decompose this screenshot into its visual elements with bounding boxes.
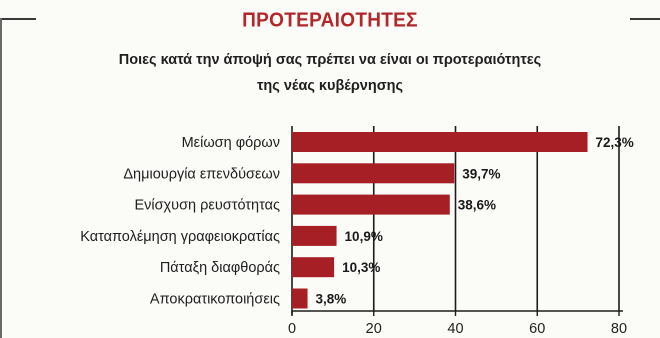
x-tick-label: 20	[366, 321, 382, 337]
frame-border-left	[0, 18, 2, 338]
chart-subtitle-line-2: της νέας κυβέρνησης	[256, 78, 404, 94]
data-label: 10,9%	[345, 229, 383, 244]
category-label: Καταπολέμηση γραφειοκρατίας	[80, 229, 280, 245]
chart-title: ΠΡΟΤΕΡΑΙΟΤΗΤΕΣ	[242, 9, 418, 32]
category-label: Αποκρατικοποιήσεις	[150, 292, 280, 308]
bar	[292, 194, 450, 215]
category-label: Δημιουργία επενδύσεων	[123, 166, 280, 182]
bar	[292, 163, 455, 184]
data-label: 72,3%	[596, 135, 634, 150]
data-label: 10,3%	[342, 260, 380, 275]
data-label: 39,7%	[462, 166, 500, 181]
frame-line-right	[630, 18, 660, 20]
category-label: Πάταξη διαφθοράς	[160, 260, 280, 276]
bar	[292, 257, 335, 278]
bar	[292, 288, 308, 309]
chart-subtitle-line-1: Ποιες κατά την άποψή σας πρέπει να είναι…	[118, 52, 542, 68]
category-label: Ενίσχυση ρευστότητας	[134, 198, 280, 214]
category-label: Μείωση φόρων	[182, 135, 280, 151]
bar	[292, 132, 588, 152]
x-tick-label: 0	[288, 321, 296, 337]
data-label: 3,8%	[316, 292, 347, 307]
x-tick-label: 80	[611, 321, 627, 337]
bar	[292, 225, 337, 246]
data-label: 38,6%	[458, 198, 496, 213]
x-tick-label: 60	[529, 321, 545, 337]
frame-line-left	[0, 18, 36, 20]
x-tick-label: 40	[447, 321, 463, 337]
